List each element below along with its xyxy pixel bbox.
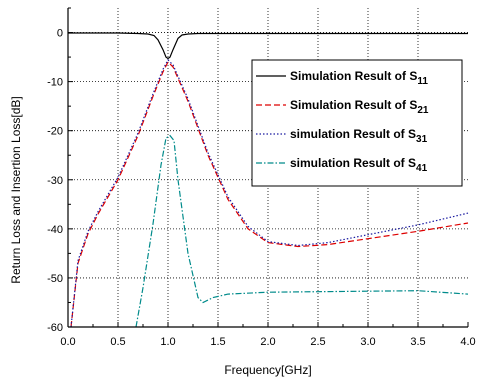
x-tick-label: 2.5 xyxy=(310,336,325,348)
legend-label-s41: simulation Result of S41 xyxy=(290,156,428,174)
x-tick-label: 0.5 xyxy=(110,336,125,348)
x-tick-label: 3.0 xyxy=(360,336,375,348)
y-tick-label: 0 xyxy=(57,28,63,40)
legend-label-s21: Simulation Result of S21 xyxy=(290,98,429,116)
legend-label-s31: simulation Result of S31 xyxy=(290,127,428,145)
x-axis-label: Frequency[GHz] xyxy=(224,363,311,377)
x-tick-label: 1.5 xyxy=(210,336,225,348)
tick-labels: 0.0 0.5 1.0 1.5 2.0 2.5 3.0 3.5 4.0 0 -10 -20 -30 -40… xyxy=(47,28,476,348)
x-tick-label: 1.0 xyxy=(160,336,175,348)
axes xyxy=(67,7,469,328)
x-tick-label: 4.0 xyxy=(460,336,475,348)
y-tick-label: -10 xyxy=(47,77,63,89)
y-tick-label: -30 xyxy=(47,175,63,187)
y-axis-label: Return Loss and Insertion Loss[dB] xyxy=(9,96,23,283)
series-line-s11 xyxy=(68,32,468,60)
y-tick-label: -40 xyxy=(47,224,63,236)
legend-box xyxy=(251,59,463,187)
series-line-s21 xyxy=(70,60,469,328)
x-tick-label: 2.0 xyxy=(260,336,275,348)
y-tick-label: -50 xyxy=(47,273,63,285)
series-line-s31 xyxy=(70,59,469,328)
series-line-s41 xyxy=(135,134,469,328)
y-tick-label: -20 xyxy=(47,126,63,138)
x-tick-label: 3.5 xyxy=(410,336,425,348)
legend-label-s11: Simulation Result of S11 xyxy=(290,69,428,87)
y-tick-label: -60 xyxy=(47,322,63,334)
legend: Simulation Result of S11 Simulation Resul… xyxy=(251,59,463,187)
x-tick-label: 0.0 xyxy=(60,336,75,348)
series-lines xyxy=(68,32,469,328)
